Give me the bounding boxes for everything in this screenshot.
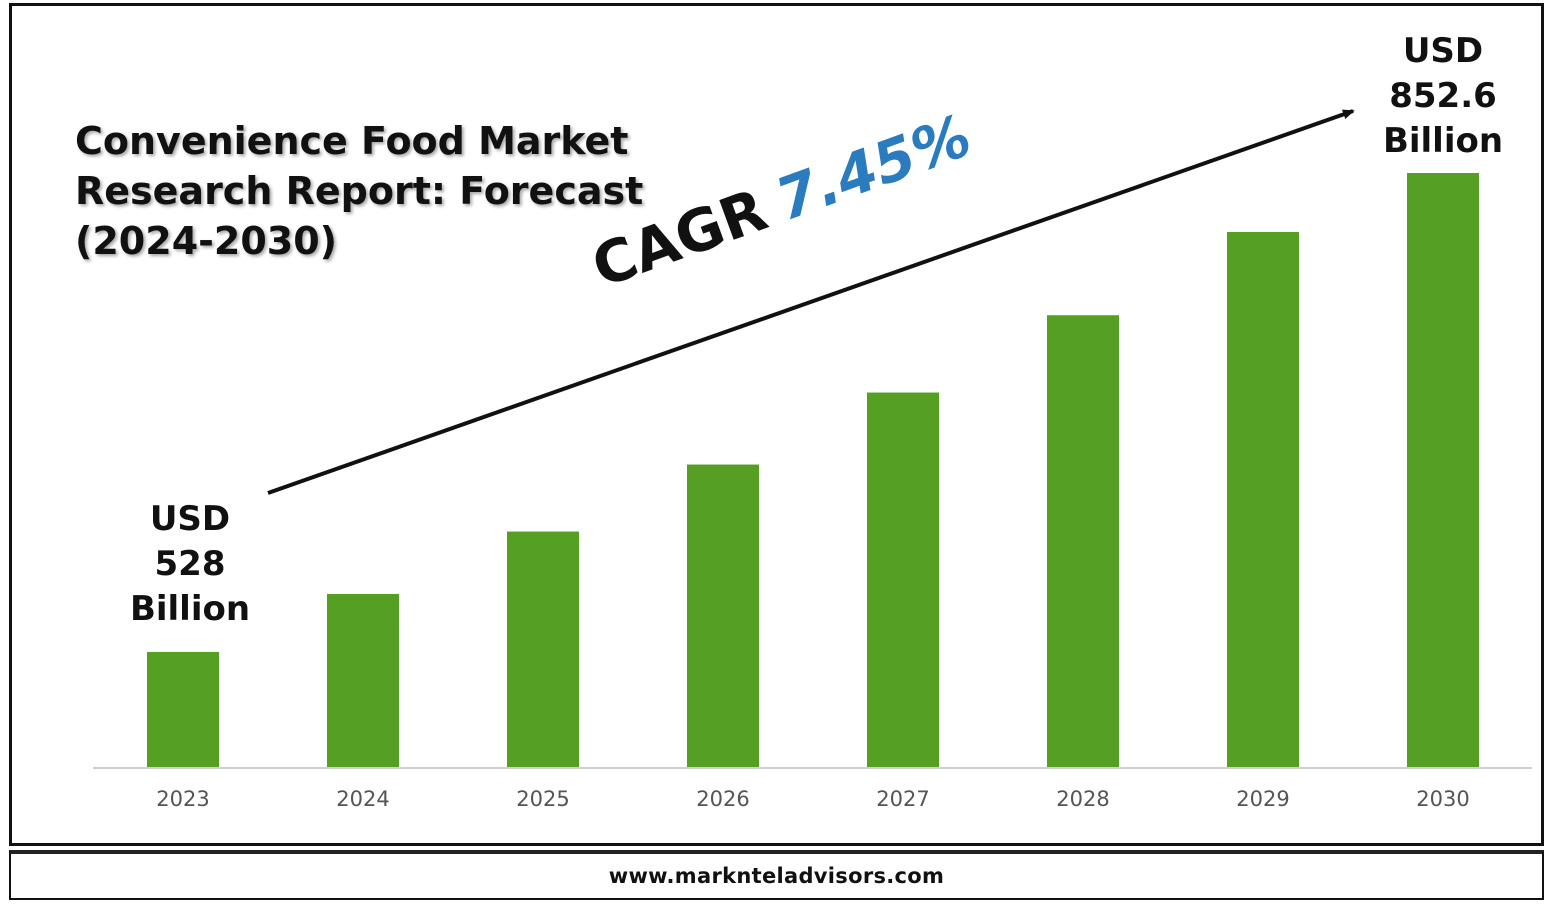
footer-website-link[interactable]: www.marknteladvisors.com: [608, 864, 945, 888]
title-line-3: (2024-2030): [75, 219, 338, 263]
bar-2029: [1227, 232, 1299, 768]
x-tick-2026: 2026: [696, 787, 749, 811]
x-tick-2027: 2027: [876, 787, 929, 811]
bar-2025: [507, 531, 579, 767]
x-tick-2028: 2028: [1056, 787, 1109, 811]
start-label-unit: Billion: [129, 589, 251, 629]
x-tick-2024: 2024: [336, 787, 389, 811]
start-value-label: USD 528 Billion: [120, 497, 260, 632]
start-label-currency: USD: [149, 499, 231, 539]
title-line-1: Convenience Food Market: [75, 119, 629, 163]
x-tick-2030: 2030: [1416, 787, 1469, 811]
chart-title: Convenience Food Market Research Report:…: [75, 116, 644, 266]
trend-arrow: [267, 109, 1355, 495]
bar-2023: [147, 651, 219, 767]
x-tick-2023: 2023: [156, 787, 209, 811]
end-label-unit: Billion: [1382, 121, 1504, 161]
start-label-value: 528: [154, 544, 226, 584]
bars-group: [147, 173, 1479, 768]
end-label-value: 852.6: [1389, 76, 1497, 116]
bar-2026: [687, 464, 759, 767]
title-line-2: Research Report: Forecast: [75, 169, 644, 213]
bar-2027: [867, 392, 939, 767]
footer-bar: www.marknteladvisors.com: [9, 850, 1544, 900]
x-tick-labels: 2023 2024 2025 2026 2027 2028 2029 2030: [156, 787, 1469, 811]
bar-2028: [1047, 315, 1119, 767]
bar-2030: [1407, 173, 1479, 767]
bar-2024: [327, 593, 399, 767]
x-tick-2025: 2025: [516, 787, 569, 811]
end-value-label: USD 852.6 Billion: [1373, 29, 1513, 164]
x-tick-2029: 2029: [1236, 787, 1289, 811]
end-label-currency: USD: [1402, 31, 1484, 71]
